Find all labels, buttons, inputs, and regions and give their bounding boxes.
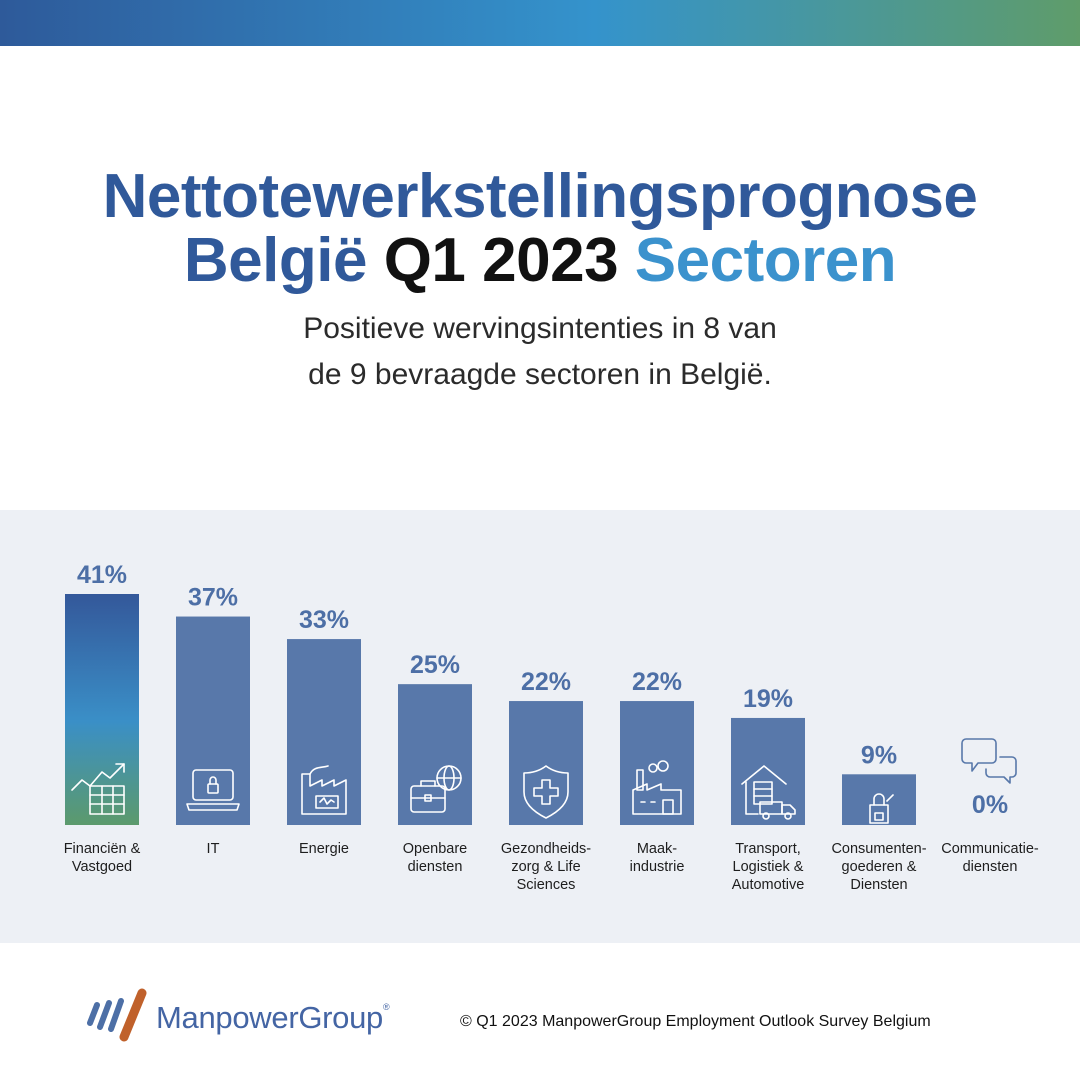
factory-icon	[632, 760, 682, 815]
category-label: Transport,	[735, 841, 801, 857]
data-label: 22%	[521, 668, 571, 696]
bar	[287, 639, 361, 825]
bar	[842, 774, 916, 825]
chat-bubbles-icon	[961, 738, 1017, 784]
category-label: Gezondheids-	[501, 841, 591, 857]
data-label: 0%	[972, 791, 1008, 819]
category-label: diensten	[963, 859, 1018, 875]
category-label: Communicatie-	[941, 841, 1039, 857]
page-title-line-2: België Q1 2023 Sectoren	[0, 228, 1080, 294]
data-label: 22%	[632, 668, 682, 696]
manpowergroup-logo-mark	[82, 985, 150, 1048]
factory-battery-icon	[301, 765, 347, 815]
shopping-bag-icon	[869, 793, 894, 824]
copyright-text: © Q1 2023 ManpowerGroup Employment Outlo…	[460, 1013, 931, 1030]
category-label: Logistiek &	[733, 859, 804, 875]
category-label: Maak-	[637, 841, 677, 857]
category-label: Energie	[299, 841, 349, 857]
bar	[620, 701, 694, 825]
category-label: goederen &	[842, 859, 917, 875]
growth-chart-icon	[71, 763, 125, 815]
category-label: zorg & Life	[511, 859, 580, 875]
top-gradient-bar	[0, 0, 1080, 46]
category-label: industrie	[630, 859, 685, 875]
bar	[398, 684, 472, 825]
title-period: Q1 2023	[383, 226, 619, 295]
data-label: 25%	[410, 651, 460, 679]
category-label: Vastgoed	[72, 859, 132, 875]
data-label: 37%	[188, 584, 238, 612]
warehouse-truck-icon	[741, 765, 796, 820]
data-label: 33%	[299, 606, 349, 634]
brand-name: ManpowerGroup®	[156, 1000, 390, 1036]
data-label: 41%	[77, 561, 127, 589]
title-sectors: Sectoren	[634, 226, 897, 295]
briefcase-globe-icon	[410, 765, 462, 813]
category-label: IT	[207, 841, 220, 857]
category-label: Financiën &	[64, 841, 141, 857]
medical-shield-icon	[523, 765, 569, 819]
category-label: diensten	[408, 859, 463, 875]
title-country: België	[183, 226, 368, 295]
data-label: 19%	[743, 685, 793, 713]
sector-bar-chart: 41% Financiën & Vastgoed 37% IT 33% Energie 25%…	[64, 561, 1039, 893]
bar	[176, 616, 250, 825]
data-label: 9%	[861, 741, 897, 769]
category-label: Diensten	[850, 877, 907, 893]
bar	[509, 701, 583, 825]
category-label: Openbare	[403, 841, 468, 857]
subtitle-line-1: Positieve wervingsintenties in 8 van	[303, 312, 777, 345]
category-label: Consumenten-	[831, 841, 926, 857]
page-title-line-1: Nettotewerkstellingsprognose	[102, 162, 978, 231]
laptop-lock-icon	[186, 769, 240, 811]
category-label: Automotive	[732, 877, 805, 893]
chart-panel: 41% Financiën & Vastgoed 37% IT 33% Energie 25%…	[0, 510, 1080, 943]
category-label: Sciences	[517, 877, 576, 893]
registered-mark: ®	[383, 1002, 390, 1012]
brand-text: ManpowerGroup	[156, 1000, 383, 1035]
subtitle-line-2: de 9 bevraagde sectoren in België.	[308, 358, 772, 391]
